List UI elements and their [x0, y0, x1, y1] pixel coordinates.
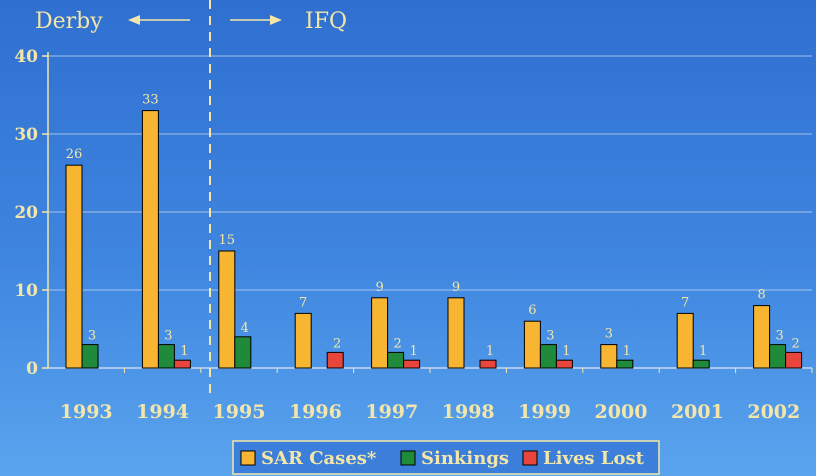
data-label-sar-cases: 7	[299, 295, 307, 310]
bar-sar-cases	[753, 305, 771, 369]
legend: SAR Cases* Sinkings Lives Lost	[232, 440, 660, 475]
legend-label-sar: SAR Cases*	[261, 448, 377, 469]
bar-sinkings	[616, 359, 634, 369]
bar-lives-lost	[403, 359, 421, 369]
x-tick-label: 2000	[595, 401, 648, 423]
data-label-sinkings: 4	[241, 321, 249, 336]
data-label-lives-lost: 1	[409, 344, 417, 359]
x-tick-label: 2002	[747, 401, 800, 423]
bar-sinkings	[692, 359, 710, 369]
y-tick-label: 40	[14, 47, 38, 67]
data-label-sar-cases: 6	[528, 303, 536, 318]
x-tick-label: 1996	[289, 401, 342, 423]
data-label-sar-cases: 9	[452, 280, 460, 295]
bar-sar-cases	[371, 297, 389, 369]
data-label-sinkings: 1	[699, 344, 707, 359]
data-label-sinkings: 3	[88, 329, 96, 344]
bar-sar-cases	[141, 110, 159, 369]
bar-sinkings	[234, 336, 252, 369]
x-tick-label: 1999	[518, 401, 571, 423]
legend-label-sinkings: Sinkings	[421, 448, 509, 469]
bar-lives-lost	[479, 359, 497, 369]
legend-swatch-sar	[240, 450, 256, 466]
bar-sar-cases	[676, 312, 694, 369]
bar-sar-cases	[65, 164, 83, 369]
bar-sinkings	[157, 344, 175, 369]
data-label-sar-cases: 9	[375, 280, 383, 295]
bar-lives-lost	[785, 351, 803, 369]
y-tick-label: 30	[14, 125, 38, 145]
legend-swatch-sinkings	[400, 450, 416, 466]
bar-sar-cases	[523, 320, 541, 369]
data-label-sar-cases: 3	[605, 327, 613, 342]
x-axis: 1993 1994 1995 1996 1997 1998 1999 2000 2001 2002	[60, 368, 813, 423]
y-axis: 0 10 20 30 40	[14, 47, 49, 379]
y-tick-label: 20	[14, 203, 38, 223]
data-label-sinkings: 2	[393, 336, 401, 351]
legend-box	[232, 440, 660, 475]
legend-swatch-lives-lost	[522, 450, 538, 466]
bar-sinkings	[769, 344, 787, 369]
data-label-sar-cases: 33	[142, 93, 159, 108]
legend-label-lives-lost: Lives Lost	[543, 448, 645, 469]
x-tick-label: 1998	[442, 401, 495, 423]
y-tick-label: 10	[14, 281, 38, 301]
x-tick-label: 1995	[213, 401, 266, 423]
data-label-sar-cases: 7	[681, 295, 689, 310]
era-left-label: Derby	[35, 9, 103, 34]
data-label-sar-cases: 15	[219, 233, 236, 248]
era-right-label: IFQ	[305, 9, 347, 34]
x-tick-label: 1997	[365, 401, 418, 423]
bar-lives-lost	[326, 351, 344, 369]
data-label-lives-lost: 1	[180, 344, 188, 359]
era-arrowhead-right	[270, 15, 282, 25]
bar-lives-lost	[555, 359, 573, 369]
x-tick-label: 1993	[60, 401, 113, 423]
bar-sar-cases	[600, 344, 618, 369]
bar-sinkings	[81, 344, 99, 369]
data-label-sinkings: 3	[775, 329, 783, 344]
bar-sar-cases	[294, 312, 312, 369]
data-label-sinkings: 1	[623, 344, 631, 359]
bar-sinkings	[387, 351, 405, 369]
bar-sinkings	[539, 344, 557, 369]
era-arrowhead-left	[128, 15, 140, 25]
bar-lives-lost	[173, 359, 191, 369]
data-label-sar-cases: 26	[66, 147, 83, 162]
data-label-lives-lost: 1	[486, 344, 494, 359]
data-label-lives-lost: 1	[562, 344, 570, 359]
x-tick-label: 2001	[671, 401, 724, 423]
grid	[48, 55, 812, 369]
data-label-sar-cases: 8	[757, 288, 765, 303]
y-tick-label: 0	[26, 359, 38, 379]
x-tick-label: 1994	[136, 401, 189, 423]
data-label-sinkings: 3	[164, 329, 172, 344]
data-label-sinkings: 3	[546, 329, 554, 344]
data-label-lives-lost: 2	[333, 336, 341, 351]
bar-sar-cases	[218, 250, 236, 369]
data-label-lives-lost: 2	[791, 336, 799, 351]
bar-sar-cases	[447, 297, 465, 369]
era-annotation: Derby IFQ	[35, 0, 347, 400]
